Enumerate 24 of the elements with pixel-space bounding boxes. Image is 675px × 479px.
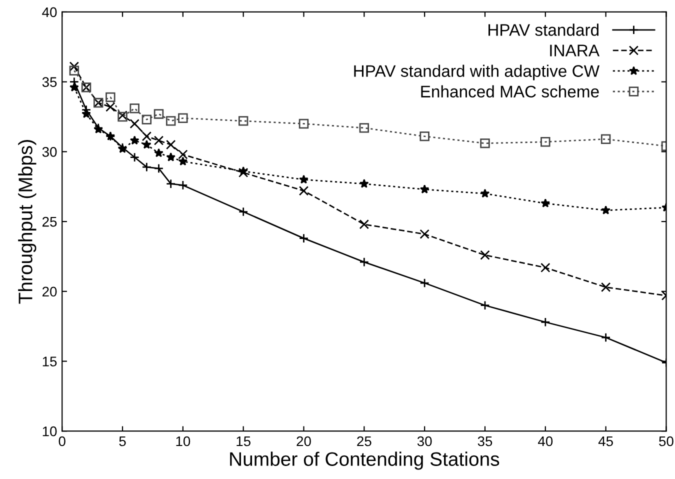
y-tick-label: 35	[42, 77, 57, 87]
x-tick-label: 10	[176, 436, 190, 446]
x-tick-label: 5	[119, 436, 126, 446]
y-tick-label: 10	[42, 426, 57, 436]
x-tick-label: 45	[598, 436, 613, 446]
x-tick-label: 0	[58, 436, 66, 446]
legend-label: HPAV standard	[488, 24, 598, 36]
y-tick-label: 30	[42, 147, 57, 157]
x-tick-label: 25	[357, 436, 372, 446]
y-axis-title: Throughput (Mbps)	[18, 140, 36, 304]
x-tick-label: 15	[236, 436, 250, 446]
x-tick-label: 40	[538, 436, 553, 446]
x-tick-label: 35	[478, 436, 492, 446]
y-tick-label: 25	[42, 216, 57, 227]
legend-label: HPAV standard with adaptive CW	[354, 64, 600, 80]
y-tick-label: 20	[42, 286, 57, 297]
x-tick-label: 20	[296, 436, 311, 446]
legend-label: Enhanced MAC scheme	[421, 85, 599, 98]
x-tick-label: 30	[417, 436, 432, 446]
legend-label: INARA	[550, 44, 600, 56]
x-tick-label: 50	[659, 436, 674, 446]
x-axis-title: Number of Contending Stations	[230, 452, 500, 470]
y-tick-label: 40	[42, 7, 57, 18]
y-tick-label: 15	[42, 356, 57, 366]
